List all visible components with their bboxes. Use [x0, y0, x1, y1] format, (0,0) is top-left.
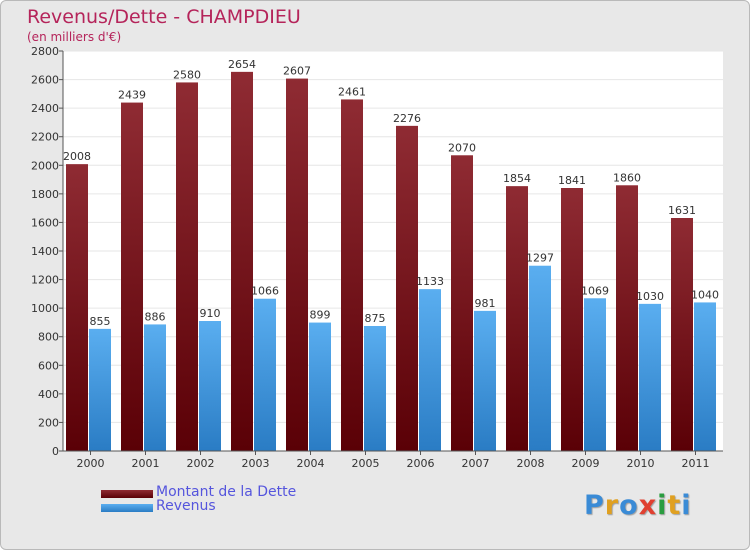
axes: 0 200 400 600 800 1000 1200 1400 1600 1800 2000 220… [31, 45, 723, 470]
data-label-dette: 1860 [613, 171, 641, 184]
x-tick-label: 2004 [297, 457, 325, 470]
bar-dette [66, 164, 88, 451]
y-tick-label: 2800 [31, 45, 59, 58]
bar-dette [121, 102, 143, 452]
x-tick-label: 2001 [132, 457, 160, 470]
bar-dette [671, 218, 693, 451]
data-label-dette: 2008 [63, 150, 91, 163]
data-label-dette: 2276 [393, 112, 421, 125]
logo-letter: t [667, 490, 682, 521]
y-tick-label: 0 [52, 445, 59, 458]
logo-letter: o [619, 490, 639, 521]
x-tick-label: 2008 [517, 457, 545, 470]
bar-dette [176, 82, 198, 451]
x-tick-label: 2002 [187, 457, 215, 470]
y-tick-label: 600 [38, 359, 59, 372]
y-tick-label: 1400 [31, 245, 59, 258]
bar-dette [341, 99, 363, 451]
grid [63, 50, 723, 452]
legend-swatch-dette [101, 490, 153, 498]
logo-letter: P [584, 490, 605, 521]
bar-revenus [89, 328, 111, 451]
bar-dette [231, 71, 253, 451]
bar-revenus [529, 265, 551, 451]
x-tick-label: 2000 [77, 457, 105, 470]
x-tick-label: 2006 [407, 457, 435, 470]
data-label-dette: 2654 [228, 58, 256, 71]
bar-revenus [694, 302, 716, 451]
data-label-revenus: 910 [200, 307, 221, 320]
data-label-revenus: 1069 [581, 284, 609, 297]
logo-letter: i [657, 490, 668, 521]
data-label-dette: 2439 [118, 89, 146, 102]
bar-dette [396, 125, 418, 451]
data-label-revenus: 875 [365, 312, 386, 325]
data-label-dette: 2607 [283, 65, 311, 78]
data-label-revenus: 1040 [691, 288, 719, 301]
y-tick-label: 200 [38, 416, 59, 429]
proxiti-logo: Proxiti [584, 490, 692, 521]
legend-label-revenus: Revenus [156, 498, 216, 514]
bar-dette [286, 78, 308, 452]
logo-letter: x [638, 490, 658, 521]
bar-dette [451, 155, 473, 452]
y-tick-label: 400 [38, 388, 59, 401]
x-tick-label: 2010 [627, 457, 655, 470]
logo-letter: i [681, 490, 692, 521]
bar-revenus [254, 298, 276, 451]
y-tick-label: 2200 [31, 131, 59, 144]
y-tick-label: 1600 [31, 216, 59, 229]
x-tick-label: 2011 [682, 457, 710, 470]
x-tick-label: 2009 [572, 457, 600, 470]
data-label-revenus: 886 [145, 310, 166, 323]
y-tick-label: 1800 [31, 188, 59, 201]
chart-title: Revenus/Dette - CHAMPDIEU [27, 6, 301, 28]
data-label-dette: 1854 [503, 172, 531, 185]
legend-swatch-revenus [101, 504, 153, 512]
bar-dette [616, 185, 638, 452]
bar-revenus [199, 321, 221, 451]
data-label-dette: 2070 [448, 141, 476, 154]
data-label-revenus: 1066 [251, 285, 279, 298]
legend-label-dette: Montant de la Dette [156, 484, 297, 500]
data-label-revenus: 1030 [636, 290, 664, 303]
chart-subtitle: (en milliers d'€) [27, 30, 122, 44]
data-label-revenus: 855 [90, 315, 111, 328]
data-label-dette: 1841 [558, 174, 586, 187]
data-label-revenus: 1297 [526, 252, 554, 265]
x-tick-label: 2005 [352, 457, 380, 470]
y-tick-label: 800 [38, 331, 59, 344]
logo-letter: r [604, 490, 620, 521]
data-label-dette: 1631 [668, 204, 696, 217]
x-tick-label: 2007 [462, 457, 490, 470]
data-label-dette: 2461 [338, 85, 366, 98]
bar-revenus [419, 289, 441, 451]
bar-revenus [309, 322, 331, 451]
y-tick-label: 1200 [31, 274, 59, 287]
bar-dette [506, 186, 528, 451]
data-label-revenus: 981 [475, 297, 496, 310]
y-tick-label: 2000 [31, 159, 59, 172]
bar-revenus [364, 326, 386, 451]
bar-revenus [584, 298, 606, 451]
x-tick-label: 2003 [242, 457, 270, 470]
y-tick-label: 1000 [31, 302, 59, 315]
bar-revenus [474, 310, 496, 451]
y-tick-label: 2400 [31, 102, 59, 115]
y-tick-label: 2600 [31, 74, 59, 87]
data-label-dette: 2580 [173, 68, 201, 81]
bars: 2008 855 2439 886 2580 910 2654 1066 2607 899 2461… [63, 58, 719, 452]
bar-dette [561, 188, 583, 451]
data-label-revenus: 899 [310, 309, 331, 322]
bar-revenus [639, 303, 661, 451]
bar-revenus [144, 324, 166, 451]
data-label-revenus: 1133 [416, 275, 444, 288]
